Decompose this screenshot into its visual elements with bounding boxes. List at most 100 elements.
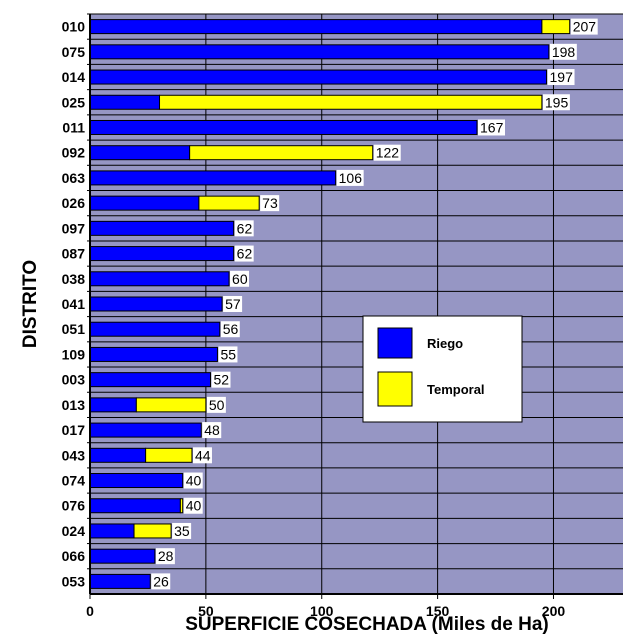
data-label-bg-013 [206, 396, 226, 413]
y-tick-075: 075 [62, 44, 86, 60]
data-label-bg-025 [542, 94, 570, 111]
bar-riego-066 [89, 548, 156, 564]
y-tick-092: 092 [62, 145, 86, 161]
data-label-bg-026 [260, 195, 280, 212]
data-label-bg-024 [172, 522, 192, 539]
data-label-013: 50 [209, 397, 225, 413]
data-label-097: 62 [237, 220, 253, 236]
bar-riego-043 [89, 447, 147, 463]
data-label-092: 122 [376, 145, 400, 161]
bar-temporal-026 [198, 195, 260, 211]
y-tick-063: 063 [62, 170, 86, 186]
bar-riego-076 [89, 498, 181, 514]
data-label-043: 44 [195, 447, 211, 463]
data-label-024: 35 [174, 523, 190, 539]
data-label-bg-038 [230, 270, 250, 287]
y-axis-title: DISTRITO [20, 260, 41, 348]
y-tick-053: 053 [62, 573, 86, 589]
y-tick-011: 011 [62, 119, 85, 135]
data-label-bg-097 [234, 220, 254, 237]
data-label-087: 62 [237, 246, 253, 262]
data-label-bg-074 [183, 472, 203, 489]
bar-riego-026 [89, 195, 200, 211]
bar-temporal-025 [159, 94, 543, 110]
x-tick-200: 200 [542, 603, 566, 619]
data-label-074: 40 [186, 473, 202, 489]
bar-riego-011 [89, 119, 478, 135]
data-label-bg-041 [223, 296, 243, 312]
bar-temporal-043 [145, 447, 193, 463]
data-label-109: 55 [220, 346, 236, 362]
bar-riego-014 [89, 69, 548, 85]
grid-lines [89, 13, 623, 595]
bar-riego-109 [89, 346, 218, 362]
bar-riego-075 [89, 44, 550, 60]
x-tick-50: 50 [198, 603, 214, 619]
data-label-bg-053 [151, 573, 171, 590]
legend: Riego Temporal [362, 315, 523, 423]
bars [89, 19, 571, 589]
data-label-bg-087 [234, 245, 254, 262]
data-label-038: 60 [232, 271, 248, 287]
data-label-bg-014 [547, 69, 575, 86]
bar-riego-092 [89, 145, 191, 161]
data-label-053: 26 [153, 573, 169, 589]
legend-label-riego: Riego [427, 336, 463, 351]
data-label-bg-010 [570, 18, 598, 35]
bar-riego-024 [89, 523, 135, 539]
data-label-bg-075 [549, 43, 577, 60]
y-tick-038: 038 [62, 271, 86, 287]
bar-riego-013 [89, 397, 137, 413]
y-tick-074: 074 [62, 473, 86, 489]
data-labels: 207 198 197 195 167 122 106 73 62 62 60 57 56 55 52 50 4… [151, 18, 598, 590]
bar-riego-051 [89, 321, 221, 337]
y-tick-025: 025 [62, 94, 86, 110]
data-label-bg-003 [211, 371, 231, 388]
bar-temporal-013 [135, 397, 207, 413]
y-tick-013: 013 [62, 397, 86, 413]
bar-riego-053 [89, 573, 151, 589]
bar-riego-041 [89, 296, 223, 312]
data-label-010: 207 [573, 19, 597, 35]
data-label-075: 198 [552, 44, 576, 60]
y-tick-076: 076 [62, 498, 86, 514]
data-label-041: 57 [225, 296, 241, 312]
bar-riego-025 [89, 94, 161, 110]
data-label-bg-051 [220, 321, 240, 338]
y-tick-014: 014 [62, 69, 86, 85]
data-label-063: 106 [339, 170, 363, 186]
y-tick-051: 051 [62, 321, 86, 337]
y-tick-043: 043 [62, 447, 86, 463]
bar-temporal-010 [541, 19, 571, 35]
y-tick-024: 024 [62, 523, 86, 539]
y-tick-066: 066 [62, 548, 86, 564]
y-tick-087: 087 [62, 246, 86, 262]
y-tick-097: 097 [62, 220, 86, 236]
bar-riego-063 [89, 170, 337, 186]
data-label-bg-043 [192, 447, 212, 464]
y-tick-026: 026 [62, 195, 86, 211]
bar-riego-017 [89, 422, 202, 438]
data-label-bg-011 [478, 119, 506, 136]
data-label-bg-017 [202, 422, 222, 439]
x-tick-labels: 0 50 100 150 200 [86, 594, 565, 619]
bar-riego-003 [89, 372, 212, 388]
legend-label-temporal: Temporal [427, 382, 485, 397]
data-label-bg-109 [218, 346, 238, 363]
data-label-bg-066 [155, 548, 175, 565]
x-tick-100: 100 [310, 603, 334, 619]
bar-temporal-076 [179, 498, 184, 514]
data-label-025: 195 [545, 94, 569, 110]
data-label-bg-063 [336, 169, 364, 186]
y-tick-017: 017 [62, 422, 86, 438]
bar-temporal-024 [133, 523, 172, 539]
legend-swatch-temporal [377, 371, 413, 407]
data-label-003: 52 [214, 372, 230, 388]
y-tick-041: 041 [62, 296, 86, 312]
data-label-011: 167 [480, 119, 504, 135]
data-label-066: 28 [158, 548, 174, 564]
legend-swatch-riego [377, 327, 413, 359]
y-tick-003: 003 [62, 372, 86, 388]
y-tick-labels: 010 075 014 025 011 092 063 026 097 087 038 041 051 1… [62, 13, 90, 589]
y-tick-109: 109 [62, 346, 86, 362]
